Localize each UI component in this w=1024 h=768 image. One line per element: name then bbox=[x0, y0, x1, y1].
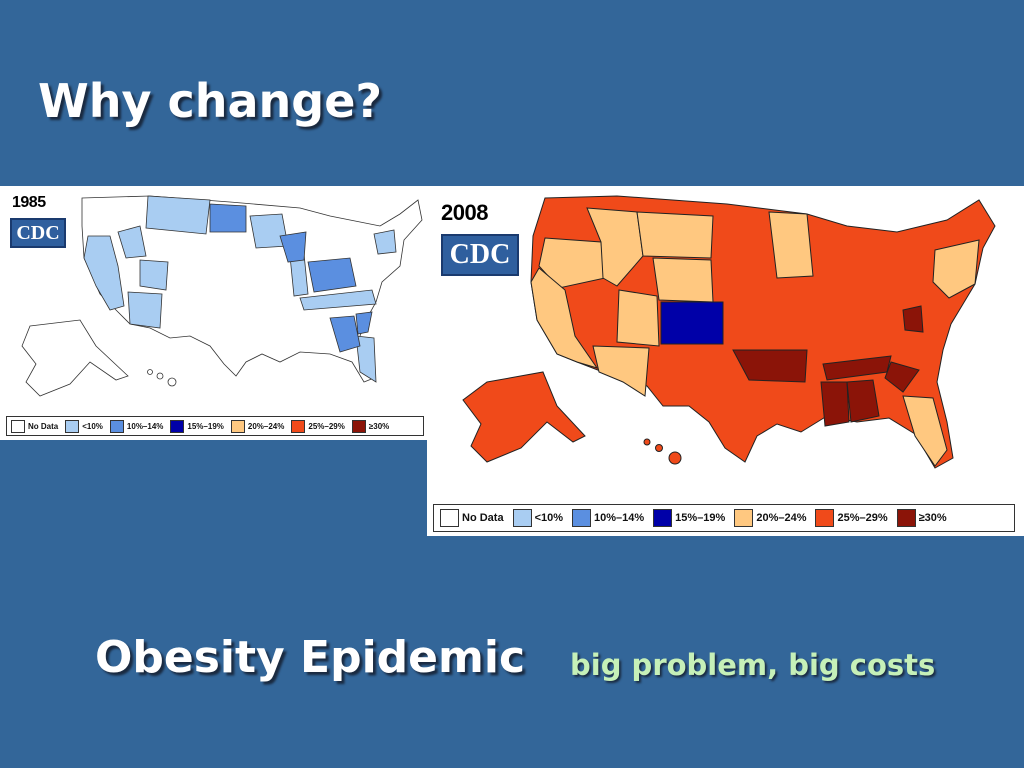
legend-label: 10%–14% bbox=[594, 512, 645, 524]
legend-item: <10% bbox=[512, 509, 564, 527]
legend-item: 15%–19% bbox=[653, 509, 725, 527]
cdc-logo: CDC bbox=[441, 234, 519, 276]
legend-swatch bbox=[734, 509, 754, 527]
legend-label: No Data bbox=[462, 512, 504, 524]
legend-item: 10%–14% bbox=[572, 509, 644, 527]
state-20-24 bbox=[538, 237, 606, 289]
legend-label: <10% bbox=[82, 421, 103, 431]
legend-label: <10% bbox=[534, 512, 564, 524]
state-ge30 bbox=[884, 361, 920, 393]
alaska bbox=[21, 319, 129, 397]
legend-item: ≥30% bbox=[896, 509, 947, 527]
state-ge30 bbox=[846, 379, 880, 423]
legend-label: ≥30% bbox=[918, 512, 947, 524]
state-ge30 bbox=[902, 305, 924, 333]
state-lt10 bbox=[355, 335, 377, 383]
hawaii bbox=[643, 438, 682, 465]
state-10-14 bbox=[209, 203, 247, 233]
us-map-1985 bbox=[21, 195, 423, 397]
legend-item: No Data bbox=[11, 419, 59, 433]
alaska bbox=[462, 371, 586, 463]
legend-swatch bbox=[109, 419, 124, 433]
year-label-2008: 2008 bbox=[441, 200, 488, 225]
legend-swatch bbox=[653, 509, 673, 527]
state-20-24 bbox=[592, 345, 650, 397]
legend-label: 20%–24% bbox=[756, 512, 807, 524]
map-2008-panel: 2008 CDC No Data <10% 10%–14% 15%–19% 20… bbox=[427, 186, 1024, 536]
state-10-14 bbox=[329, 315, 361, 353]
us-map-2008 bbox=[462, 195, 996, 469]
legend-label: 25%–29% bbox=[308, 421, 345, 431]
legend-swatch bbox=[230, 419, 245, 433]
legend-label: ≥30% bbox=[368, 421, 390, 431]
legend-swatch bbox=[896, 509, 916, 527]
legend-item: 10%–14% bbox=[109, 419, 164, 433]
state-lt10 bbox=[139, 259, 169, 291]
state-lt10 bbox=[127, 291, 163, 329]
legend-1985: No Data <10% 10%–14% 15%–19% 20%–24% 25%… bbox=[6, 416, 424, 436]
legend-label: 20%–24% bbox=[247, 421, 285, 431]
legend-label: 25%–29% bbox=[837, 512, 888, 524]
state-lt10 bbox=[299, 289, 377, 311]
state-lt10 bbox=[145, 195, 211, 235]
legend-item: <10% bbox=[65, 419, 103, 433]
legend-label: 15%–19% bbox=[675, 512, 726, 524]
state-20-24 bbox=[616, 289, 660, 347]
legend-label: No Data bbox=[28, 421, 59, 431]
state-20-24 bbox=[902, 395, 948, 467]
state-20-24 bbox=[932, 239, 980, 299]
state-15-19 bbox=[660, 301, 724, 345]
footer-subtitle: big problem, big costs bbox=[570, 648, 936, 682]
legend-item: 20%–24% bbox=[230, 419, 285, 433]
state-20-24 bbox=[652, 257, 714, 303]
hawaii bbox=[147, 369, 177, 387]
legend-item: 15%–19% bbox=[170, 419, 224, 433]
state-ge30 bbox=[732, 349, 808, 383]
legend-swatch bbox=[512, 509, 532, 527]
legend-swatch bbox=[440, 509, 459, 527]
state-10-14 bbox=[307, 257, 357, 293]
legend-label: 15%–19% bbox=[187, 421, 224, 431]
cdc-logo: CDC bbox=[10, 218, 66, 248]
state-20-24 bbox=[768, 211, 814, 279]
legend-swatch bbox=[815, 509, 835, 527]
legend-item: No Data bbox=[440, 509, 504, 527]
legend-item: 25%–29% bbox=[815, 509, 888, 527]
legend-swatch bbox=[291, 419, 306, 433]
state-lt10 bbox=[373, 229, 397, 255]
state-20-24 bbox=[530, 267, 599, 369]
legend-item: 25%–29% bbox=[291, 419, 345, 433]
state-lt10 bbox=[83, 235, 125, 311]
footer-title: Obesity Epidemic bbox=[95, 632, 526, 683]
legend-swatch bbox=[170, 419, 185, 433]
year-label-1985: 1985 bbox=[12, 194, 46, 211]
legend-2008: No Data <10% 10%–14% 15%–19% 20%–24% 25%… bbox=[433, 504, 1015, 532]
legend-swatch bbox=[65, 419, 80, 433]
state-10-14 bbox=[355, 311, 373, 335]
legend-swatch bbox=[572, 509, 592, 527]
legend-swatch bbox=[351, 419, 366, 433]
legend-label: 10%–14% bbox=[126, 421, 164, 431]
legend-item: 20%–24% bbox=[734, 509, 806, 527]
state-lt10 bbox=[117, 225, 147, 259]
state-20-24 bbox=[636, 211, 714, 259]
legend-swatch bbox=[11, 419, 25, 433]
map-1985-panel: 1985 CDC No Data <10% 10%–14% 15%–19% 20… bbox=[0, 186, 436, 440]
legend-item: ≥30% bbox=[351, 419, 390, 433]
state-ge30 bbox=[820, 381, 850, 427]
state-10-14 bbox=[279, 231, 307, 263]
slide-title: Why change? bbox=[38, 74, 383, 128]
